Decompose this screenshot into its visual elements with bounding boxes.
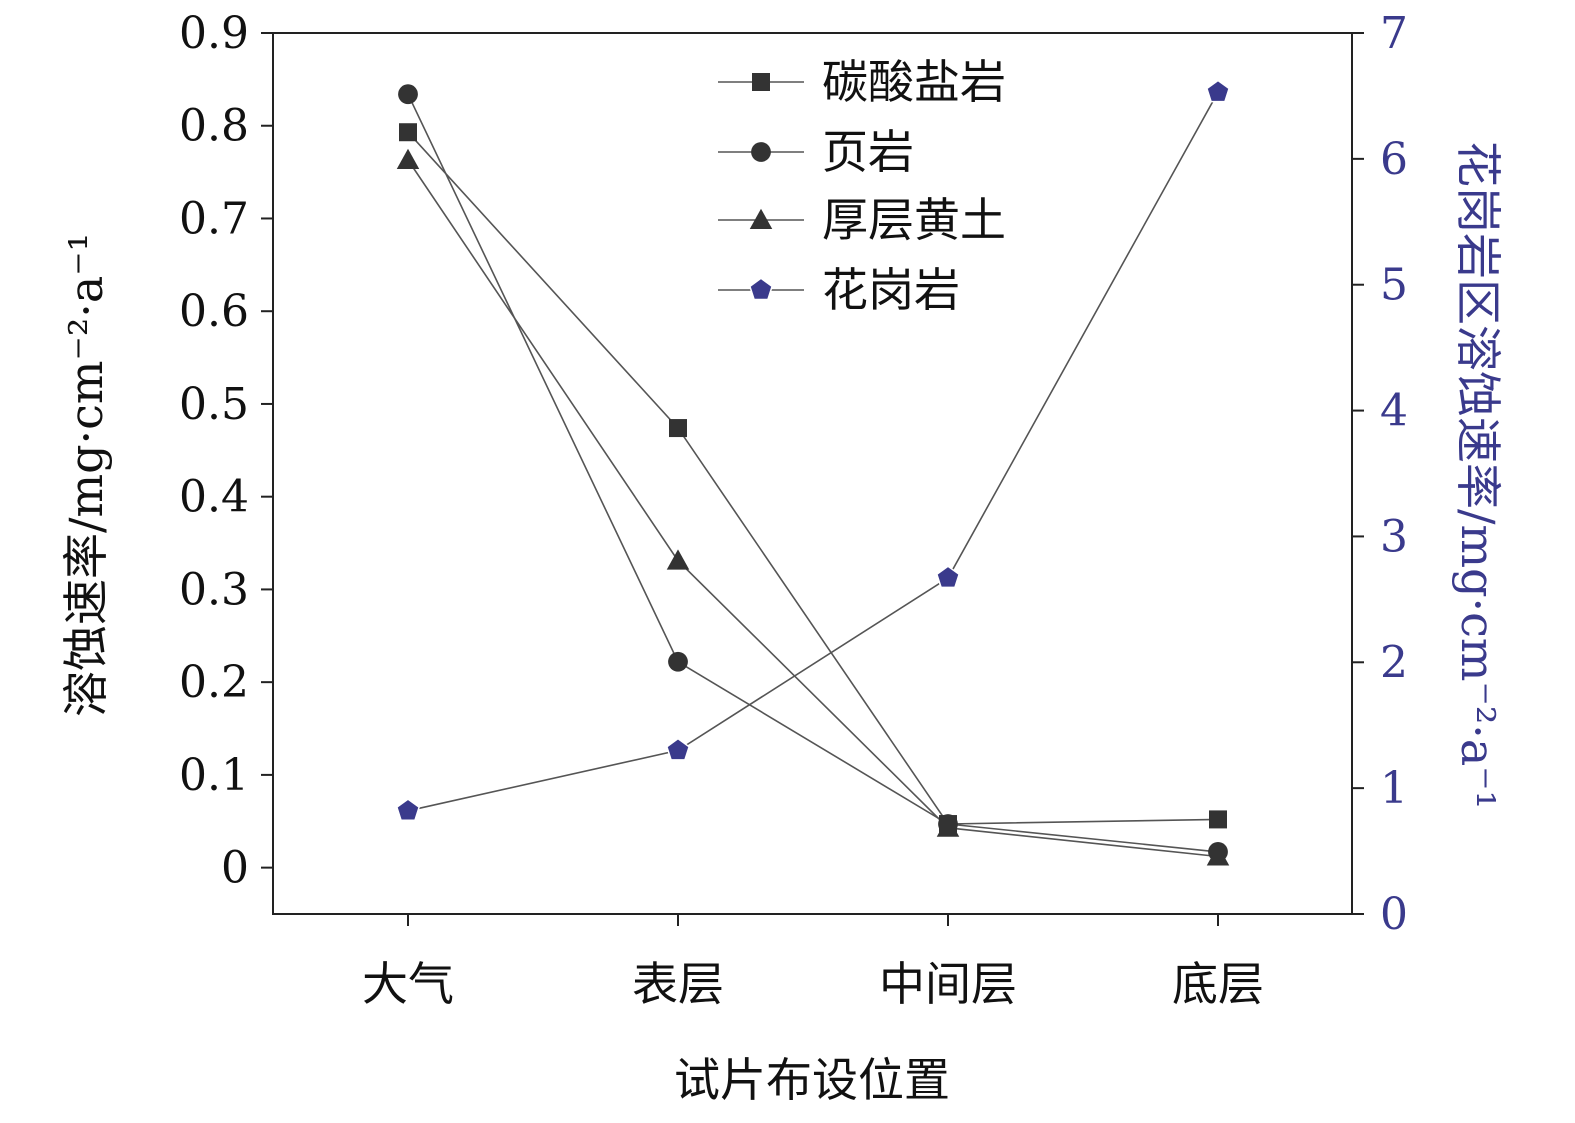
left-tick-label: 0.6 — [179, 286, 249, 337]
data-point-triangle — [396, 148, 420, 170]
legend-label: 花岗岩 — [822, 263, 960, 317]
x-axis-ticks: 大气 表层 中间层 底层 — [362, 914, 1264, 1011]
series-line-circle — [407, 93, 1219, 853]
data-point-pentagon — [396, 798, 420, 822]
legend-label: 碳酸盐岩 — [822, 55, 1006, 109]
legend-marker-triangle — [749, 208, 773, 229]
data-point-triangle — [1206, 845, 1230, 866]
left-tick-label: 0.7 — [179, 193, 249, 244]
x-tick-label: 底层 — [1172, 957, 1264, 1011]
data-point-pentagon — [666, 737, 690, 761]
x-tick-label: 中间层 — [879, 957, 1017, 1011]
data-point-square — [669, 419, 687, 438]
right-tick-label: 5 — [1380, 260, 1408, 311]
series-line-square — [407, 131, 1219, 825]
left-axis-ticks: 0 0.1 0.2 0.3 0.4 0.5 0.6 0.7 0.8 0.9 — [179, 8, 273, 894]
data-point-circle — [668, 651, 688, 672]
right-tick-label: 3 — [1380, 511, 1408, 562]
legend-marker-circle — [751, 142, 771, 162]
right-tick-label: 6 — [1380, 134, 1408, 185]
left-tick-label: 0.8 — [179, 101, 249, 152]
series-line-pentagon — [407, 91, 1219, 812]
right-tick-label: 2 — [1380, 637, 1408, 688]
left-tick-label: 0.4 — [179, 472, 249, 523]
data-point-triangle — [666, 549, 690, 570]
legend-label: 页岩 — [822, 125, 914, 179]
left-tick-label: 0.3 — [179, 564, 249, 615]
left-tick-label: 0 — [221, 843, 249, 894]
x-axis-title: 试片布设位置 — [674, 1053, 950, 1107]
x-tick-label: 大气 — [362, 957, 454, 1011]
right-axis-ticks: 0 1 2 3 4 5 6 7 — [1352, 8, 1408, 940]
left-tick-label: 0.9 — [179, 8, 249, 59]
data-point-pentagon — [936, 565, 960, 589]
right-tick-label: 0 — [1380, 889, 1408, 940]
legend-marker-pentagon — [749, 277, 773, 301]
series-markers — [396, 79, 1230, 866]
right-tick-label: 7 — [1380, 8, 1408, 59]
data-point-pentagon — [1206, 79, 1230, 103]
legend-label: 厚层黄土 — [822, 193, 1006, 247]
data-point-square — [1209, 810, 1227, 829]
series-lines — [407, 91, 1219, 858]
data-point-square — [399, 123, 417, 142]
left-tick-label: 0.1 — [179, 750, 249, 801]
right-tick-label: 1 — [1380, 763, 1408, 814]
plot-frame — [272, 32, 1353, 915]
data-point-circle — [398, 84, 418, 105]
left-tick-label: 0.5 — [179, 379, 249, 430]
x-tick-label: 表层 — [632, 957, 724, 1011]
series-line-triangle — [407, 159, 1219, 858]
left-tick-label: 0.2 — [179, 657, 249, 708]
y-axis-title: 溶蚀速率/mg·cm⁻²·a⁻¹ — [59, 233, 113, 717]
right-tick-label: 4 — [1380, 386, 1408, 437]
y-axis-title-right: 花岗岩区溶蚀速率/mg·cm⁻²·a⁻¹ — [1451, 141, 1505, 809]
legend-marker-square — [752, 73, 770, 91]
data-point-triangle — [936, 816, 960, 837]
